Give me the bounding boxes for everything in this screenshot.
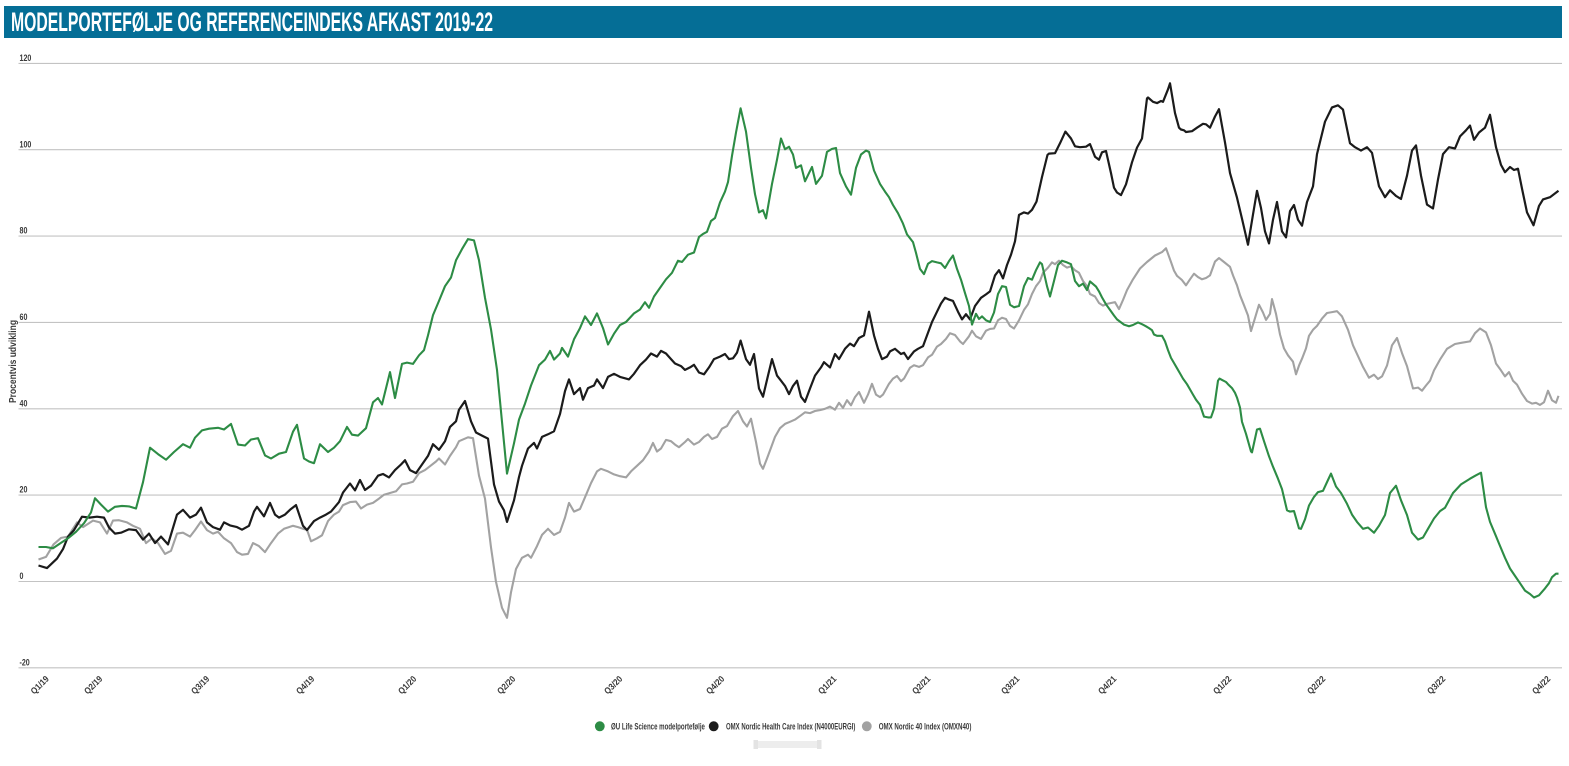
- svg-text:20: 20: [20, 485, 28, 495]
- svg-text:120: 120: [20, 53, 32, 63]
- svg-text:OMX Nordic Health Care Index (: OMX Nordic Health Care Index (N4000EURGI…: [726, 721, 856, 732]
- svg-text:100: 100: [20, 139, 32, 149]
- svg-text:0: 0: [20, 571, 24, 581]
- svg-text:Procentvis udvikling: Procentvis udvikling: [7, 320, 18, 403]
- svg-text:40: 40: [20, 399, 28, 409]
- svg-text:MODELPORTEFØLJE OG REFERENCEIN: MODELPORTEFØLJE OG REFERENCEINDEKS AFKAS…: [11, 6, 493, 36]
- svg-text:ØU Life Science modelportefølj: ØU Life Science modelportefølje: [611, 721, 705, 732]
- svg-text:-20: -20: [20, 658, 31, 668]
- svg-text:OMX Nordic 40 Index (OMXN40): OMX Nordic 40 Index (OMXN40): [879, 721, 972, 732]
- svg-text:60: 60: [20, 312, 28, 322]
- svg-text:80: 80: [20, 226, 28, 236]
